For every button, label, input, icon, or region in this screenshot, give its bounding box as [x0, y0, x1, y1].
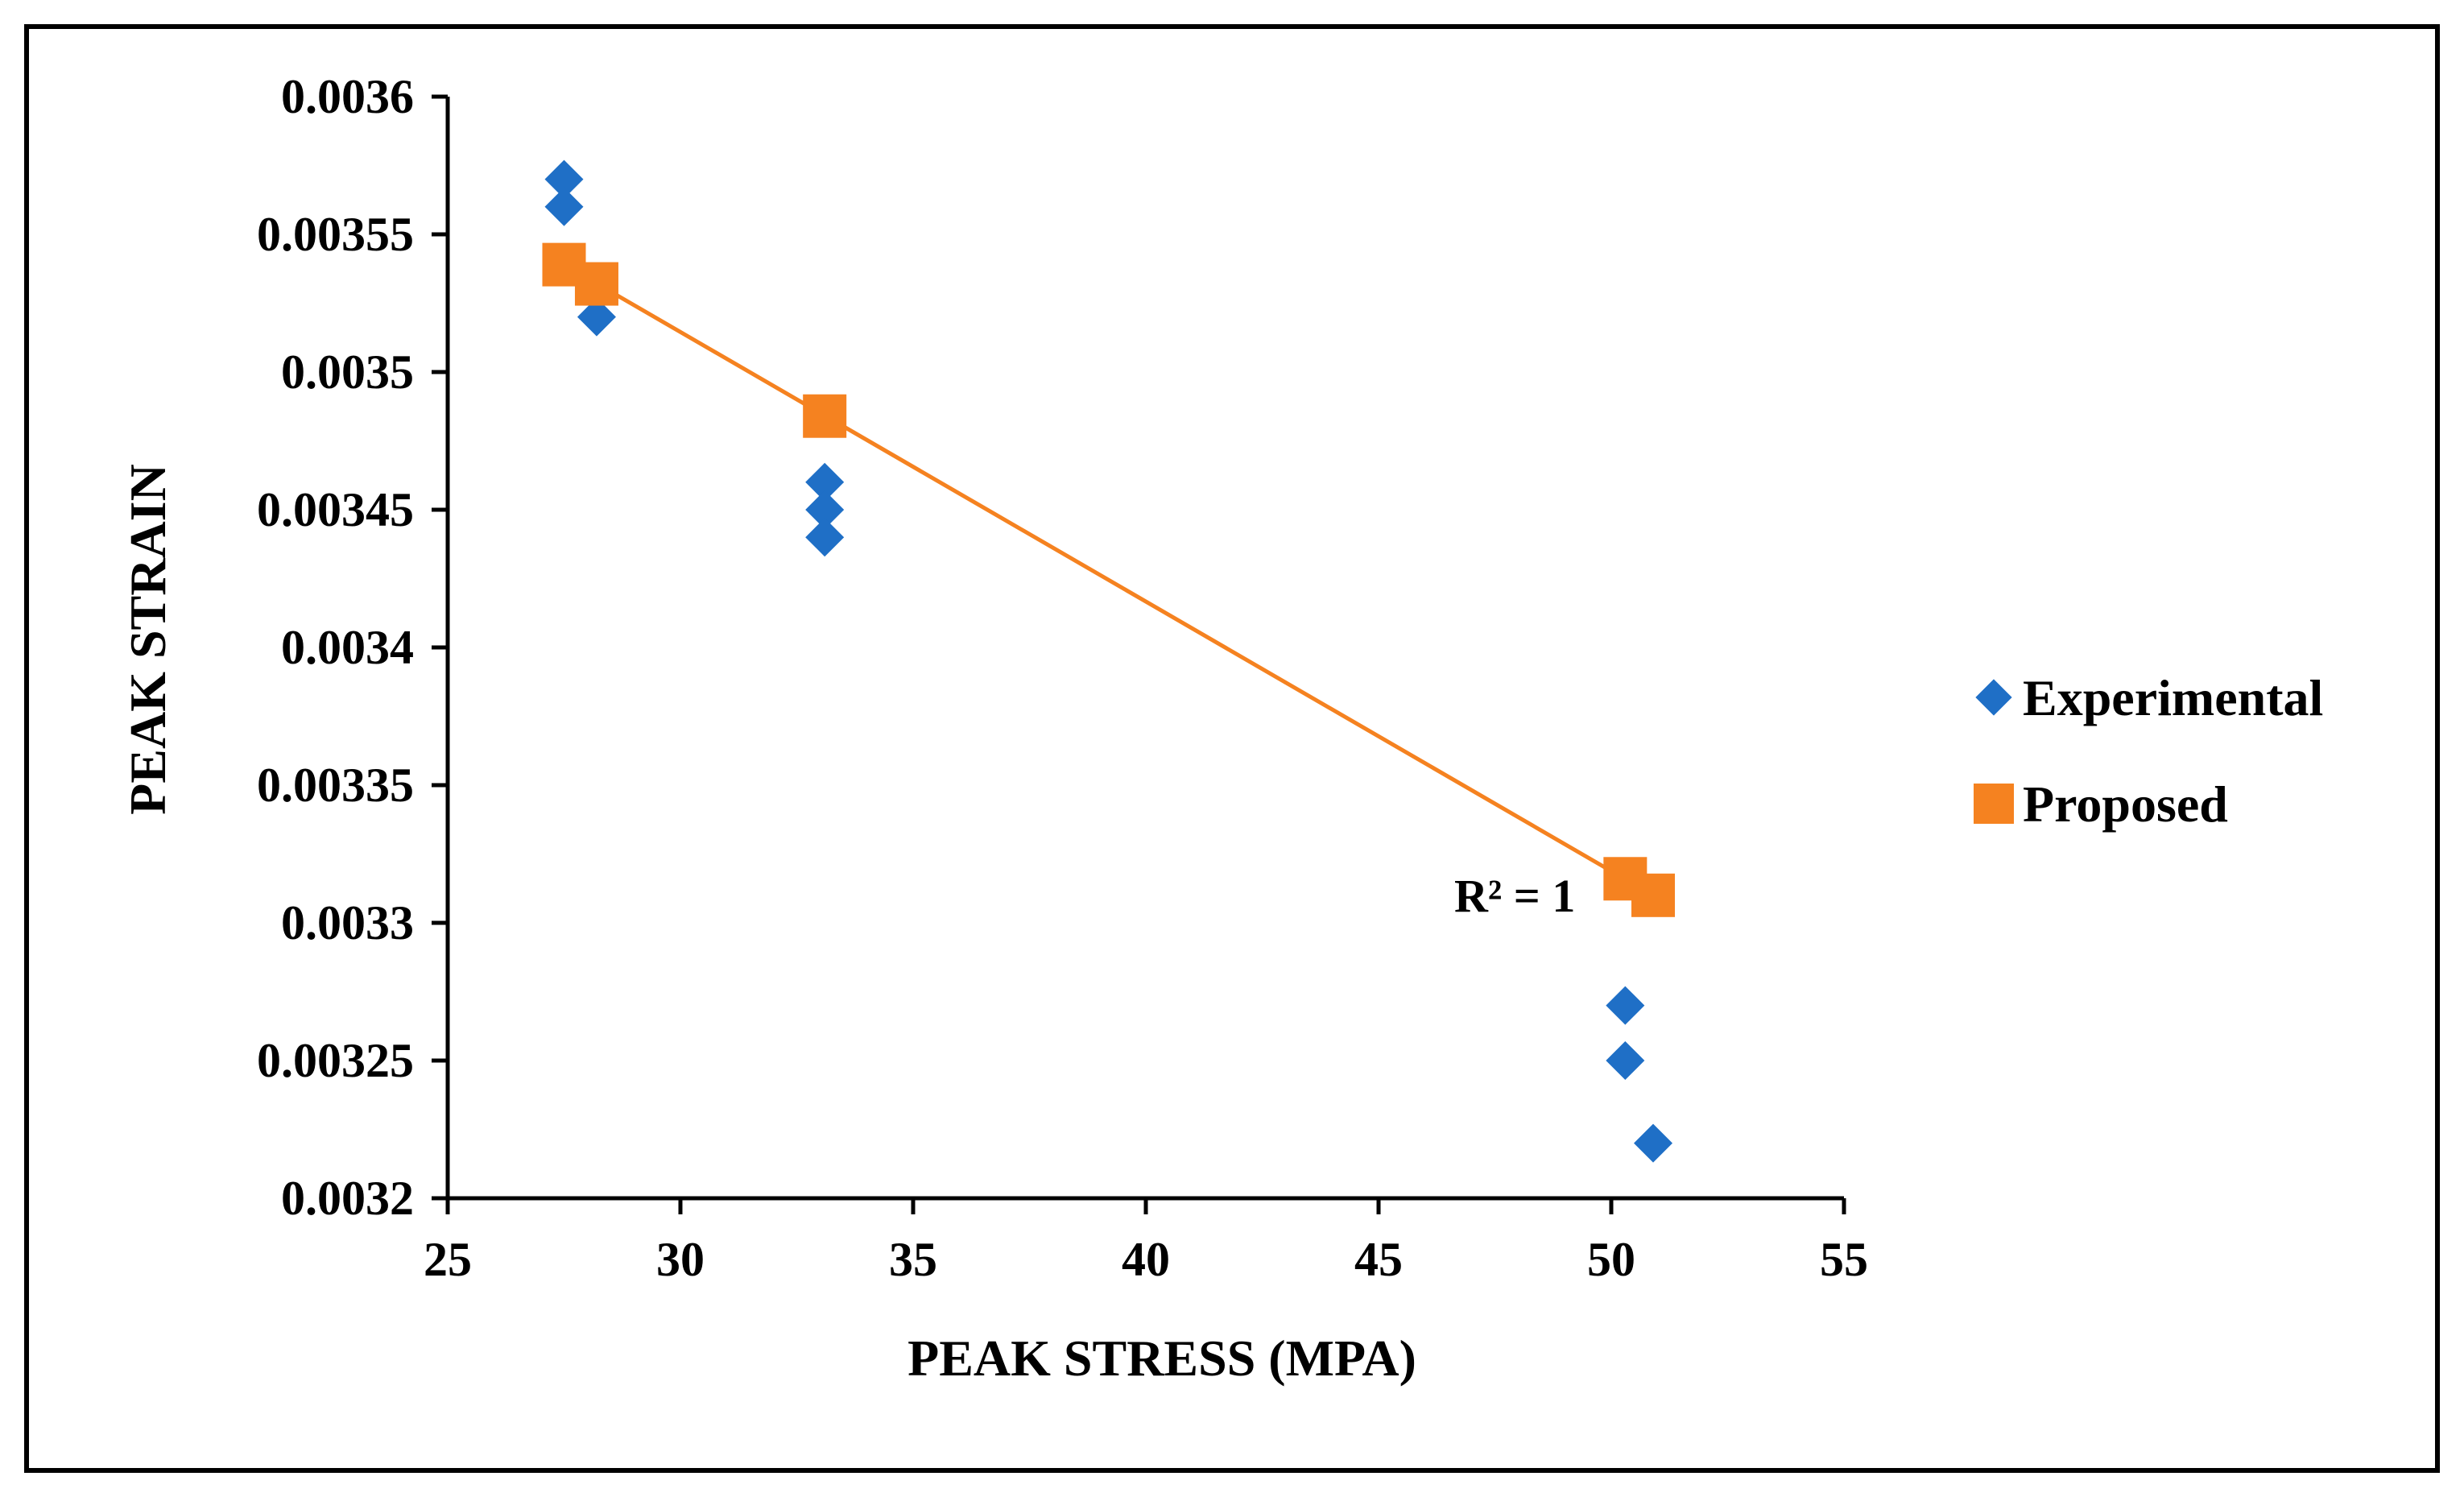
y-tick-label: 0.0035: [281, 345, 414, 399]
y-tick-label: 0.0033: [281, 896, 414, 949]
point-experimental: [805, 462, 845, 502]
x-axis-title: PEAK STRESS (MPA): [907, 1330, 1416, 1387]
y-tick-label: 0.0034: [281, 621, 414, 674]
data-points: [542, 159, 1676, 1163]
point-experimental: [805, 518, 845, 557]
legend: Experimental Proposed: [1974, 669, 2323, 833]
point-experimental: [1606, 986, 1645, 1025]
y-tick-label: 0.00335: [257, 759, 414, 812]
point-proposed: [1631, 873, 1676, 917]
legend-marker-experimental-icon: [1975, 679, 2012, 716]
r-squared-annotation: R² = 1: [1454, 870, 1575, 922]
y-ticks: 0.0032 0.00325 0.0033 0.00335 0.0034 0.00345 0…: [257, 70, 448, 1225]
point-experimental: [805, 490, 845, 529]
axes: [445, 97, 1844, 1201]
y-tick-label: 0.0032: [281, 1172, 414, 1225]
trendline-proposed: [563, 263, 1655, 897]
y-tick-label: 0.00325: [257, 1034, 414, 1087]
x-tick-label: 50: [1587, 1233, 1635, 1286]
trendline-layer: [563, 263, 1655, 897]
y-tick-label: 0.00345: [257, 483, 414, 536]
point-experimental: [544, 187, 584, 226]
point-experimental: [577, 297, 616, 337]
legend-marker-proposed-icon: [1974, 784, 2014, 824]
point-proposed: [574, 262, 618, 306]
x-tick-label: 55: [1820, 1233, 1868, 1286]
y-tick-label: 0.00355: [257, 208, 414, 261]
point-experimental: [1634, 1123, 1673, 1163]
chart-frame: [24, 24, 2440, 1473]
x-tick-label: 40: [1122, 1233, 1170, 1286]
x-ticks: 25 30 35 40 45 50 55: [424, 1198, 1868, 1286]
point-experimental: [544, 159, 584, 199]
x-tick-label: 25: [424, 1233, 472, 1286]
point-experimental: [1606, 1041, 1645, 1080]
point-proposed: [803, 394, 847, 438]
y-tick-label: 0.0036: [281, 70, 414, 123]
legend-label-experimental: Experimental: [2023, 669, 2323, 726]
x-tick-label: 30: [656, 1233, 705, 1286]
legend-label-proposed: Proposed: [2023, 775, 2228, 833]
x-tick-label: 45: [1354, 1233, 1403, 1286]
y-axis-title: PEAK STRAIN: [119, 464, 176, 815]
x-tick-label: 35: [889, 1233, 937, 1286]
